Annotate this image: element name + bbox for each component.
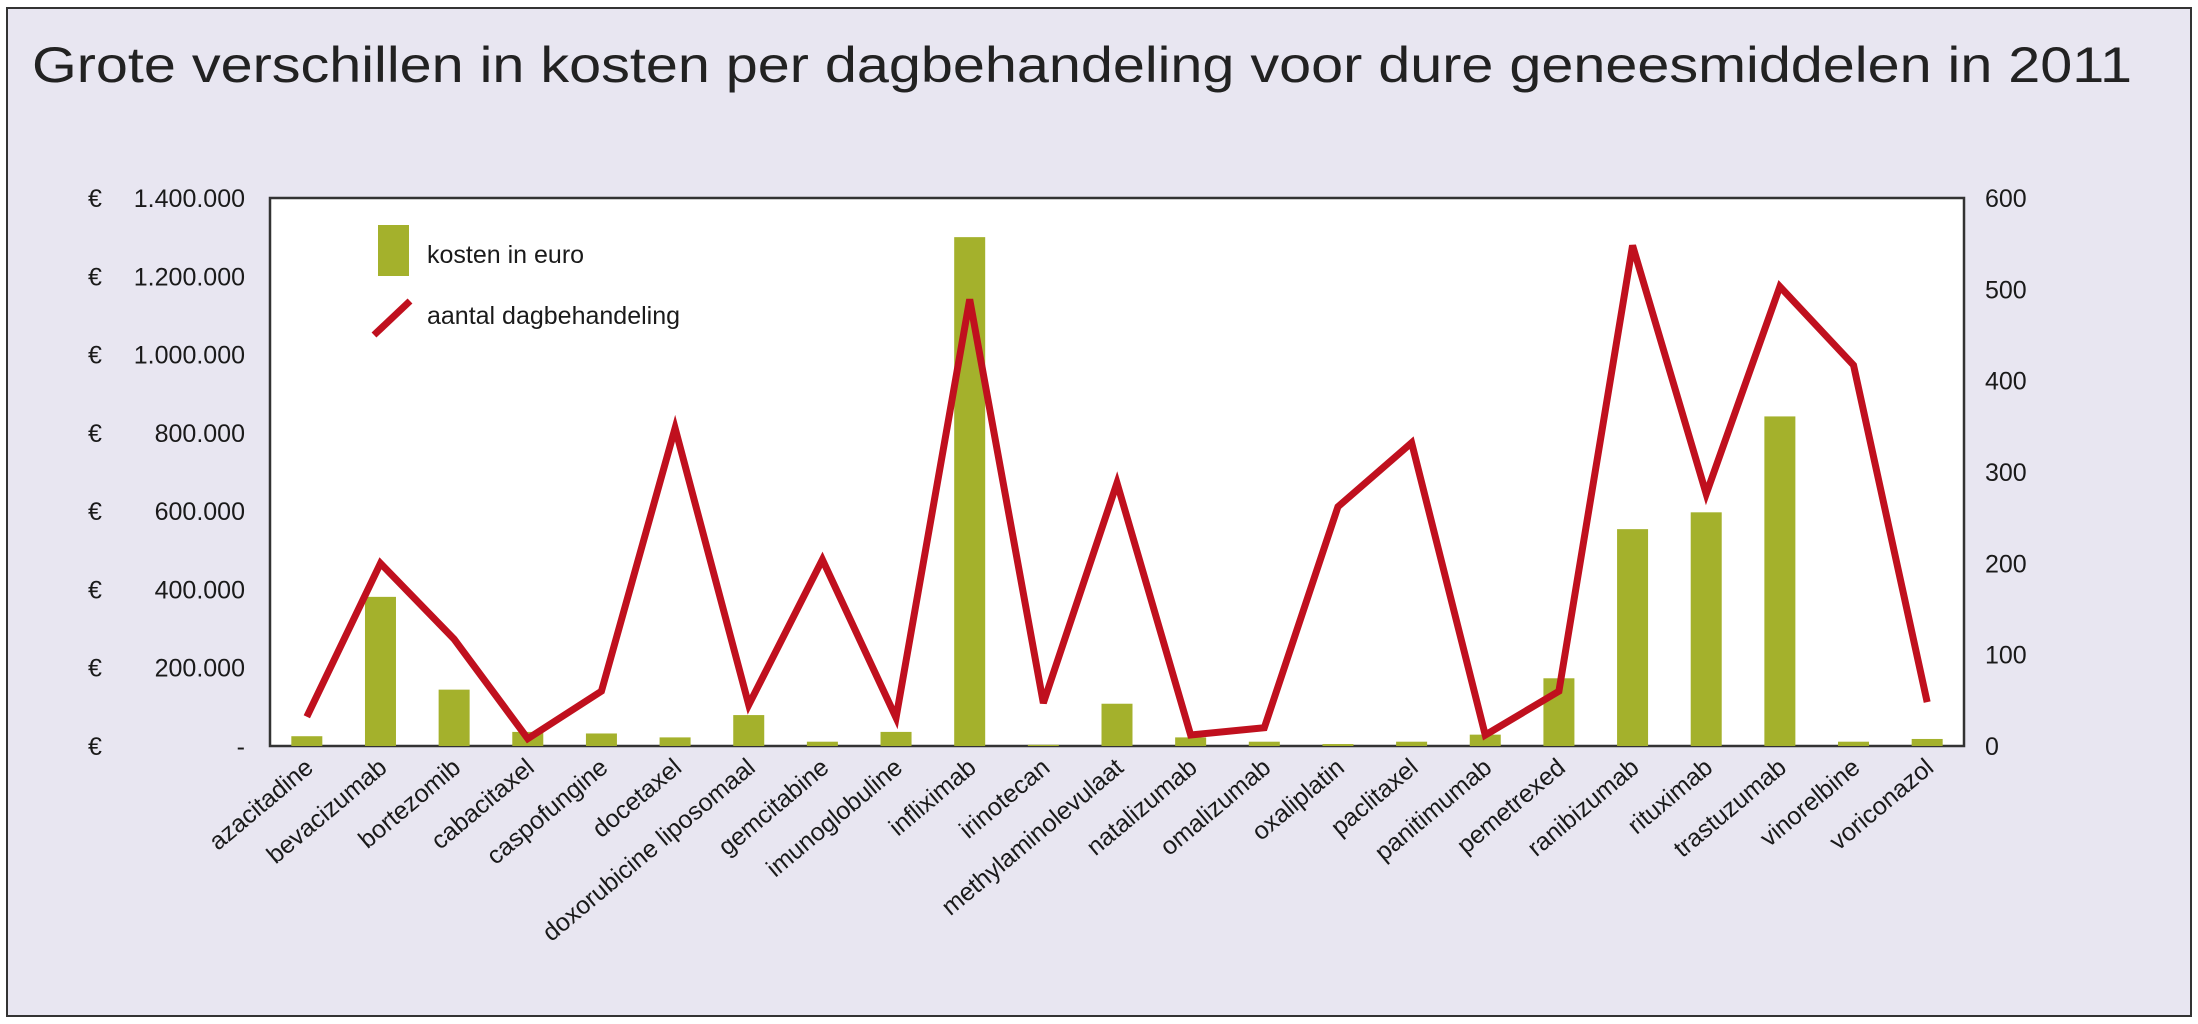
y-right-tick-label: 400 (1985, 368, 2027, 396)
y-left-tick-label: 1.400.000 (134, 185, 245, 213)
bar-azacitadine (291, 736, 323, 746)
bar-trastuzumab (1764, 416, 1796, 746)
bar-panitimumab (1469, 734, 1501, 746)
bar-bevacizumab (364, 596, 396, 746)
y-left-currency: € (88, 342, 102, 370)
legend-label-bars: kosten in euro (427, 241, 584, 269)
bar-ranibizumab (1617, 529, 1649, 746)
bar-doxorubicine-liposomaal (733, 715, 765, 746)
y-left-currency: € (88, 498, 102, 526)
legend-line-swatch (371, 298, 413, 338)
y-right-tick-label: 100 (1985, 642, 2027, 670)
bar-bortezomib (438, 689, 470, 746)
y-left-tick-label: 600.000 (155, 498, 245, 526)
bar-rituximab (1690, 512, 1722, 746)
y-left-currency: € (88, 733, 102, 761)
bar-irinotecan (1027, 744, 1059, 746)
bar-natalizumab (1175, 737, 1207, 746)
y-left-tick-label: 1.200.000 (134, 263, 245, 291)
bar-imunoglobuline (880, 731, 912, 746)
legend: kosten in euro aantal dagbehandeling (371, 225, 680, 338)
y-right-tick-label: 600 (1985, 185, 2027, 213)
y-left-tick-label: 400.000 (155, 576, 245, 604)
y-left-currency: € (88, 185, 102, 213)
y-right-tick-label: 0 (1985, 733, 1999, 761)
bar-docetaxel (659, 737, 691, 746)
bar-vinorelbine (1838, 741, 1870, 746)
y-left-currency: € (88, 576, 102, 604)
y-left-currency: € (88, 655, 102, 683)
bar-infliximab (954, 237, 986, 746)
legend-label-line: aantal dagbehandeling (427, 302, 680, 330)
y-left-tick-label: 1.000.000 (134, 342, 245, 370)
chart-title: Grote verschillen in kosten per dagbehan… (32, 37, 2132, 93)
legend-bar-swatch (378, 225, 409, 276)
y-right-tick-label: 200 (1985, 550, 2027, 578)
y-left-tick-label: 800.000 (155, 420, 245, 448)
y-right-tick-label: 300 (1985, 459, 2027, 487)
bar-gemcitabine (806, 741, 838, 746)
bar-oxaliplatin (1322, 744, 1354, 746)
bar-voriconazol (1911, 738, 1943, 746)
bar-methylaminolevulaat (1101, 703, 1133, 746)
bar-omalizumab (1248, 741, 1280, 746)
y-left-currency: € (88, 420, 102, 448)
y-left-tick-label: 200.000 (155, 655, 245, 683)
y-left-tick-label: - (237, 733, 245, 761)
bar-caspofungine (585, 733, 617, 746)
y-left-currency: € (88, 263, 102, 291)
bar-paclitaxel (1396, 741, 1428, 746)
y-right-tick-label: 500 (1985, 276, 2027, 304)
